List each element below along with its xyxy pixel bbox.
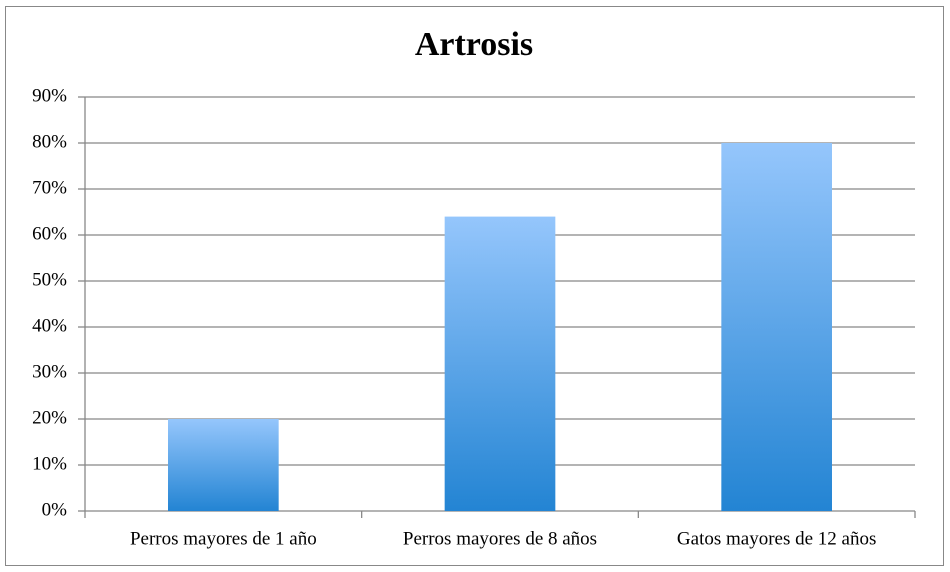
x-tick-label: Perros mayores de 1 año (130, 528, 317, 549)
bar (444, 216, 556, 511)
chart-title: Artrosis (415, 26, 533, 63)
y-tick-label: 40% (32, 315, 67, 336)
y-tick-label: 10% (32, 453, 67, 474)
y-tick-label: 90% (32, 85, 67, 106)
bar (721, 143, 832, 511)
x-tick-label: Gatos mayores de 12 años (677, 528, 876, 549)
y-tick-label: 70% (32, 177, 67, 198)
y-tick-label: 50% (32, 269, 67, 290)
x-tick-label: Perros mayores de 8 años (403, 528, 597, 549)
y-tick-label: 80% (32, 131, 67, 152)
y-tick-label: 0% (42, 499, 68, 520)
bar (168, 419, 279, 511)
y-tick-label: 60% (32, 223, 67, 244)
y-tick-label: 30% (32, 361, 67, 382)
y-tick-label: 20% (32, 407, 67, 428)
